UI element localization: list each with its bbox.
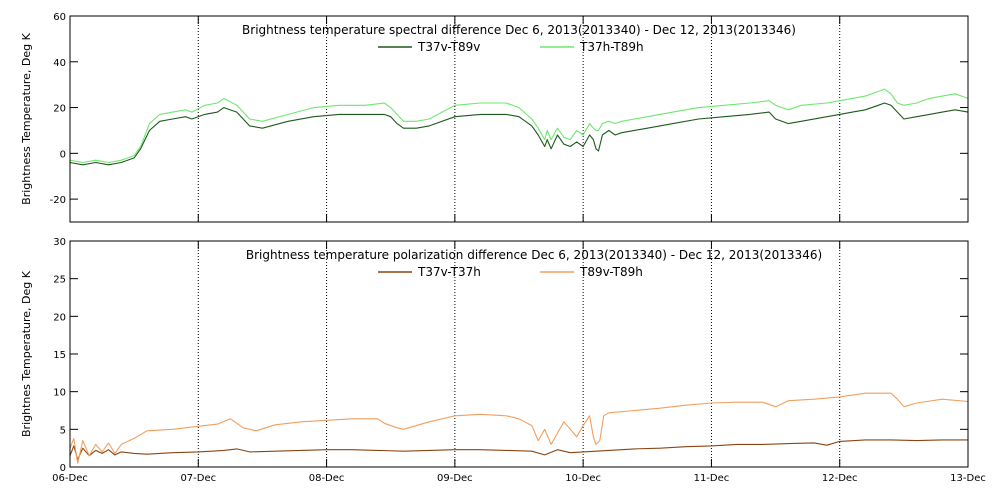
y-tick-label: 0 xyxy=(60,463,66,474)
plot-frame xyxy=(69,15,969,223)
y-tick-label: 20 xyxy=(53,104,66,115)
x-tick-label: 12-Dec xyxy=(822,473,858,484)
chart-panel-2: 0 5 10 15 20 25 30 06-Dec 07-Dec 08-Dec 09-Dec 10-D… xyxy=(20,237,986,484)
legend-label-T37h-T89h: T37h-T89h xyxy=(579,40,644,54)
legend-label-T37v-T37h: T37v-T37h xyxy=(417,265,481,279)
x-tick-label: 07-Dec xyxy=(180,473,216,484)
y-axis-title: Brightnes Temperature, Deg K xyxy=(20,270,33,437)
y-tick-label: -20 xyxy=(50,195,66,206)
x-tick-label: 13-Dec xyxy=(950,473,986,484)
x-tick-label: 06-Dec xyxy=(52,473,88,484)
x-tick-label: 10-Dec xyxy=(565,473,601,484)
y-axis-title: Brightness Temperature, Deg K xyxy=(20,32,33,204)
x-tick-label: 08-Dec xyxy=(309,473,345,484)
chart-title: Brightness temperature polarization diff… xyxy=(246,248,822,262)
x-tick-label: 09-Dec xyxy=(437,473,473,484)
y-tick-label: 15 xyxy=(53,350,66,361)
y-tick-label: 20 xyxy=(53,312,66,323)
series-line-T37v-T37h xyxy=(69,439,968,461)
y-tick-label: 0 xyxy=(60,149,66,160)
y-tick-label: 10 xyxy=(53,388,66,399)
chart-title: Brightness temperature spectral differen… xyxy=(242,23,796,37)
series-line-T89v-T89h xyxy=(69,392,969,464)
x-tick-label: 11-Dec xyxy=(694,473,730,484)
series-line-T37v-T89v xyxy=(69,102,969,166)
chart-panel-1: -20 0 20 40 60 Brightness Temperature, Deg K B… xyxy=(20,12,969,223)
y-tick-label: 25 xyxy=(53,275,66,286)
plot-frame xyxy=(69,240,969,468)
series-line-T37h-T89h xyxy=(69,88,969,164)
y-tick-label: 40 xyxy=(53,58,66,69)
y-tick-label: 30 xyxy=(53,237,66,248)
y-tick-label: 5 xyxy=(60,425,66,436)
y-tick-label: 60 xyxy=(53,12,66,23)
legend-label-T89v-T89h: T89v-T89h xyxy=(579,265,643,279)
legend-label-T37v-T89v: T37v-T89v xyxy=(417,40,480,54)
